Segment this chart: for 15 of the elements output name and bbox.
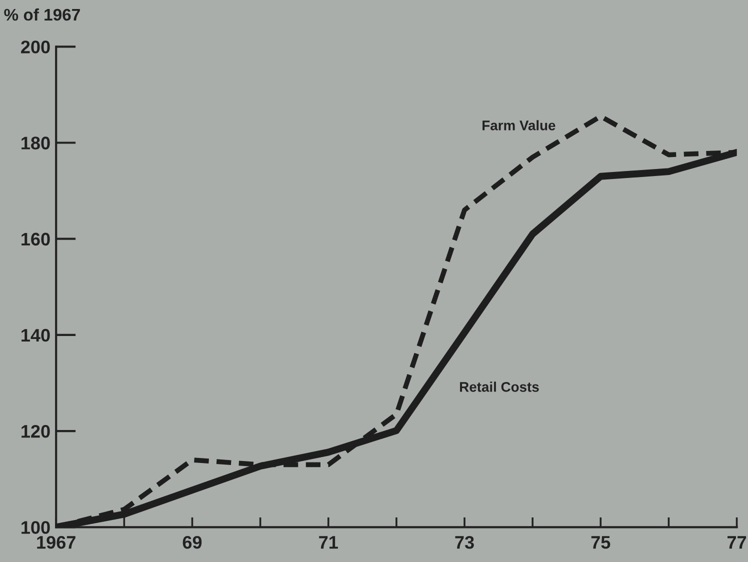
- y-tick-label: 200: [21, 40, 50, 54]
- y-axis-title: % of 1967: [4, 8, 80, 21]
- y-tick-label: 180: [22, 136, 50, 150]
- x-tick-label: 71: [319, 536, 338, 549]
- x-tick-label: 1967: [37, 536, 76, 549]
- y-tick-label: 100: [22, 521, 50, 534]
- x-tick-label: 73: [455, 536, 474, 549]
- x-tick-label: 77: [728, 536, 746, 549]
- x-tick-label: 69: [182, 536, 202, 549]
- y-tick-label: 160: [22, 232, 50, 246]
- series-label: Retail Costs: [460, 382, 539, 392]
- y-tick-label: 140: [22, 328, 50, 342]
- y-tick-label: 120: [22, 424, 50, 438]
- x-tick-label: 75: [591, 536, 610, 549]
- series-label: Farm Value: [482, 120, 556, 130]
